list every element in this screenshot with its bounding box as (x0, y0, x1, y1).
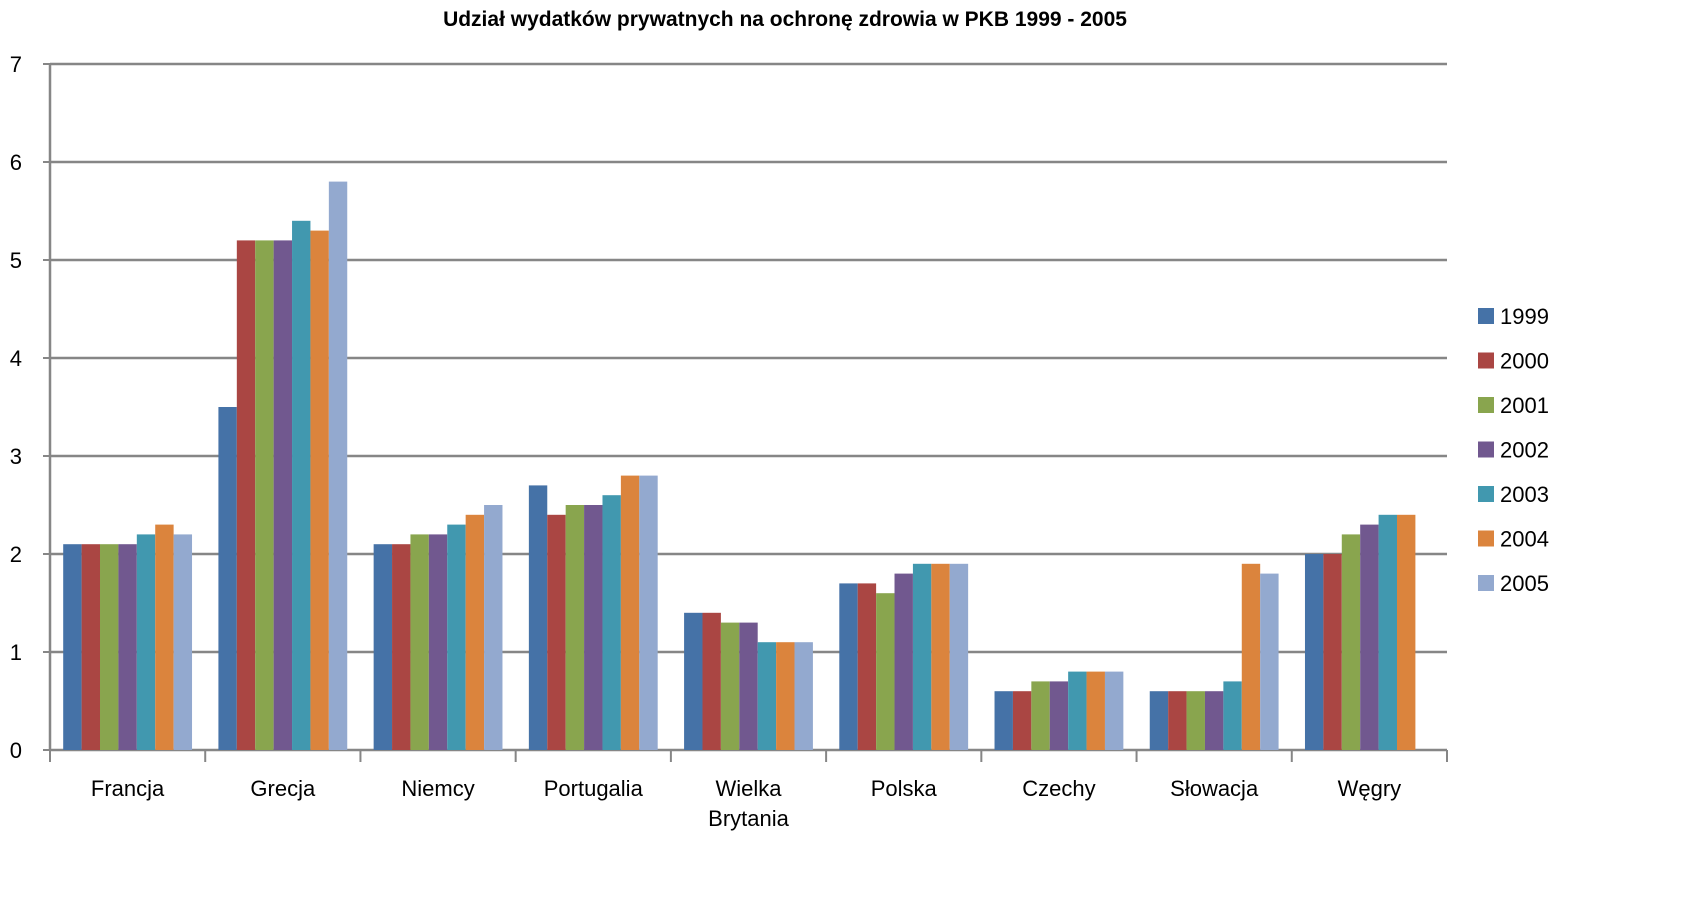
bar (620, 475, 640, 750)
bar (81, 544, 101, 750)
legend-swatch (1478, 308, 1494, 324)
bar (1323, 554, 1342, 750)
bar (1168, 691, 1187, 750)
legend-swatch (1478, 441, 1494, 458)
bar (702, 612, 721, 750)
bar (136, 534, 156, 750)
bar (931, 563, 950, 750)
bar (373, 544, 393, 750)
y-tick-label: 7 (10, 52, 22, 77)
y-tick-label: 0 (10, 738, 22, 763)
legend-label: 1999 (1500, 304, 1549, 329)
bar (1241, 563, 1261, 750)
bar (236, 240, 256, 750)
x-tick-label: Portugalia (544, 776, 644, 801)
x-tick-label: Polska (871, 776, 938, 801)
x-tick-label: Węgry (1338, 776, 1402, 801)
bar (1068, 671, 1087, 750)
bar (602, 495, 621, 750)
y-tick-label: 4 (10, 346, 22, 371)
bar (894, 573, 913, 750)
x-tick-label: Wielka (715, 776, 782, 801)
bar (1304, 554, 1324, 750)
legend-swatch (1478, 352, 1494, 369)
legend-label: 2000 (1500, 349, 1549, 374)
bar (155, 524, 174, 750)
bar (173, 534, 193, 750)
x-tick-label: Czechy (1022, 776, 1095, 801)
y-tick-label: 5 (10, 248, 22, 273)
legend-label: 2004 (1500, 527, 1549, 552)
bar (794, 642, 813, 750)
legend-label: 2002 (1500, 438, 1549, 463)
bar (857, 583, 877, 750)
bar (684, 612, 703, 750)
bar (1341, 534, 1361, 750)
bar (757, 642, 777, 750)
bar (1031, 681, 1050, 750)
bar (1012, 691, 1032, 750)
bar (1204, 691, 1224, 750)
bar (1049, 681, 1069, 750)
bar (100, 544, 119, 750)
bar (1186, 691, 1205, 750)
y-tick-label: 1 (10, 640, 22, 665)
bar (1378, 514, 1397, 750)
bar (310, 230, 329, 751)
bar (1360, 524, 1379, 750)
bar (994, 691, 1013, 750)
y-tick-label: 3 (10, 444, 22, 469)
bar (639, 475, 658, 750)
bar (547, 514, 566, 750)
bar (876, 593, 895, 750)
bar (912, 563, 932, 750)
x-tick-label: Francja (91, 776, 165, 801)
bar (739, 622, 758, 750)
legend-label: 2001 (1500, 393, 1549, 418)
legend-swatch (1478, 486, 1494, 502)
y-tick-label: 6 (10, 150, 22, 175)
bar (63, 544, 82, 750)
bar (465, 514, 485, 750)
legend-swatch (1478, 575, 1494, 591)
bar (392, 544, 411, 750)
bar (1396, 514, 1416, 750)
legend-swatch (1478, 397, 1494, 413)
bar (565, 505, 585, 750)
y-tick-label: 2 (10, 542, 22, 567)
legend-label: 2003 (1500, 482, 1549, 507)
bar (1149, 691, 1169, 750)
x-tick-label: Brytania (708, 806, 789, 831)
bar (720, 622, 740, 750)
bar (273, 240, 293, 750)
x-tick-label: Słowacja (1170, 776, 1259, 801)
bar (328, 181, 348, 751)
x-tick-label: Grecja (250, 776, 316, 801)
bar (528, 485, 548, 750)
bar (1223, 681, 1242, 750)
bar (484, 505, 503, 750)
legend-label: 2005 (1500, 571, 1549, 596)
bar (118, 544, 137, 750)
bar (428, 534, 448, 750)
bar (1104, 671, 1124, 750)
x-tick-label: Niemcy (401, 776, 474, 801)
bar (255, 240, 274, 750)
bar (949, 563, 969, 750)
bar (776, 642, 795, 750)
bar (218, 407, 237, 750)
bar (447, 524, 466, 750)
chart-title: Udział wydatków prywatnych na ochronę zd… (443, 8, 1127, 31)
bar (584, 505, 603, 750)
bar (410, 534, 429, 750)
legend-swatch (1478, 530, 1494, 547)
bar (1086, 671, 1105, 750)
bar (1260, 573, 1279, 750)
bar (839, 583, 858, 750)
bar (292, 220, 311, 751)
